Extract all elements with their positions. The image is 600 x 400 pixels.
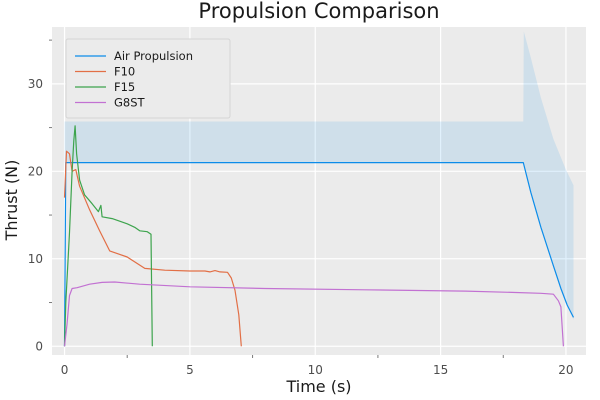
y-tick-label: 30 <box>28 77 43 91</box>
y-tick-label: 20 <box>28 164 43 178</box>
x-tick-label: 5 <box>186 363 194 377</box>
legend-label: G8ST <box>114 96 146 110</box>
y-tick-label: 0 <box>35 339 43 353</box>
x-tick-label: 20 <box>558 363 573 377</box>
series-line-g8st <box>63 281 564 347</box>
chart-title: Propulsion Comparison <box>198 0 439 23</box>
x-tick-labels: 0 5 10 15 20 <box>61 363 574 377</box>
minor-ticks <box>49 39 504 358</box>
x-axis-label: Time (s) <box>285 377 351 396</box>
y-axis-label: Thrust (N) <box>2 160 21 242</box>
grid <box>52 27 586 355</box>
x-tick-label: 10 <box>308 363 323 377</box>
series-line-f15 <box>63 125 153 347</box>
legend-label: Air Propulsion <box>114 49 193 63</box>
legend-label: F15 <box>114 80 135 94</box>
series-line-f10 <box>63 150 242 347</box>
legend-box <box>65 38 231 119</box>
legend-label: F10 <box>114 65 135 79</box>
y-tick-labels: 0 10 20 30 <box>28 77 43 353</box>
y-tick-label: 10 <box>28 252 43 266</box>
x-tick-label: 0 <box>61 363 69 377</box>
x-tick-label: 15 <box>433 363 448 377</box>
series-layer <box>63 125 575 347</box>
series-line-air-propulsion <box>63 162 575 347</box>
